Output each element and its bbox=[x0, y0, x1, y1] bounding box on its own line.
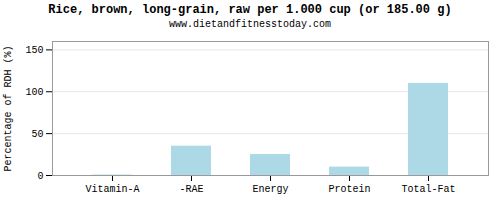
svg-text:-RAE: -RAE bbox=[179, 184, 203, 195]
svg-text:100: 100 bbox=[25, 87, 43, 98]
svg-text:0: 0 bbox=[37, 171, 43, 182]
html-text:www.dietandfitnesstoday.com: www.dietandfitnesstoday.com bbox=[169, 19, 331, 30]
svg-text:Vitamin-A: Vitamin-A bbox=[85, 184, 139, 195]
svg-text:Protein: Protein bbox=[328, 184, 370, 195]
svg-text:150: 150 bbox=[25, 45, 43, 56]
svg-text:Percentage of RDH (%): Percentage of RDH (%) bbox=[3, 45, 14, 171]
svg-text:Total-Fat: Total-Fat bbox=[401, 184, 455, 195]
html-text:Rice, brown, long-grain, raw p: Rice, brown, long-grain, raw per 1.000 c… bbox=[48, 3, 452, 17]
svg-text:Energy: Energy bbox=[252, 184, 288, 195]
svg-text:50: 50 bbox=[31, 129, 43, 140]
